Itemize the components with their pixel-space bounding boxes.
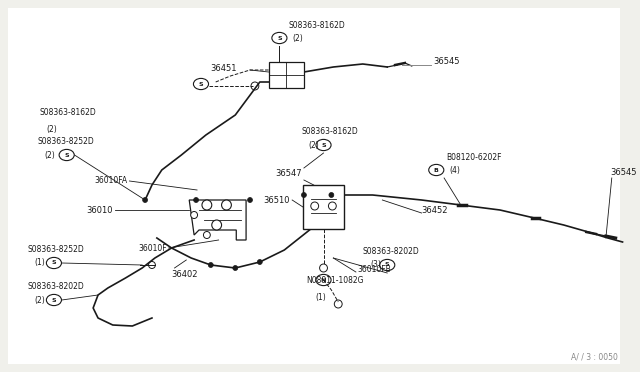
Circle shape [143,198,148,202]
Text: 36010FB: 36010FB [358,266,392,275]
Text: 36010FA: 36010FA [94,176,127,185]
FancyBboxPatch shape [303,185,344,229]
Text: S: S [385,263,390,267]
Circle shape [212,220,221,230]
Text: (1): (1) [316,293,326,302]
Text: B: B [434,167,438,173]
Circle shape [204,231,211,238]
Text: B08120-6202F: B08120-6202F [446,153,502,162]
Circle shape [329,192,334,198]
Text: 36402: 36402 [172,270,198,279]
FancyBboxPatch shape [8,8,620,364]
Text: (2): (2) [44,151,55,160]
Text: S: S [198,81,204,87]
Text: S08363-8252D: S08363-8252D [37,137,94,146]
FancyBboxPatch shape [269,62,304,88]
Circle shape [248,198,252,202]
Text: A/ / 3 : 0050: A/ / 3 : 0050 [571,353,618,362]
Text: 36545: 36545 [433,57,460,65]
Circle shape [191,212,198,218]
Text: S: S [277,35,282,41]
Polygon shape [189,200,246,240]
Text: 36547: 36547 [275,169,302,178]
Text: 36451: 36451 [211,64,237,73]
Text: S08363-8162D: S08363-8162D [302,127,358,136]
Text: S: S [52,260,56,266]
Text: (1): (1) [35,259,45,267]
Text: 36545: 36545 [610,167,636,176]
Text: S: S [65,153,69,157]
Circle shape [301,192,307,198]
Text: (2): (2) [309,141,319,150]
Text: (2): (2) [35,295,45,305]
Text: S08363-8252D: S08363-8252D [28,245,84,254]
Text: 36510: 36510 [264,196,290,205]
Circle shape [194,198,198,202]
Text: 36452: 36452 [422,205,448,215]
Text: S08363-8162D: S08363-8162D [39,108,96,117]
Text: 36010F: 36010F [138,244,166,253]
Circle shape [233,266,237,270]
Text: (2): (2) [46,125,57,134]
Text: (3): (3) [371,260,381,269]
Text: S: S [321,142,326,148]
Text: N08911-1082G: N08911-1082G [306,276,364,285]
Circle shape [202,200,212,210]
Text: (4): (4) [449,166,460,174]
Text: S: S [52,298,56,302]
Text: 36010: 36010 [86,205,113,215]
Text: N: N [321,278,326,282]
Circle shape [221,200,232,210]
Circle shape [257,260,262,264]
Text: S08363-8162D: S08363-8162D [288,21,345,30]
Text: (2): (2) [292,33,303,42]
Text: S08363-8202D: S08363-8202D [28,282,84,291]
Text: S08363-8202D: S08363-8202D [363,247,419,256]
Circle shape [209,263,213,267]
